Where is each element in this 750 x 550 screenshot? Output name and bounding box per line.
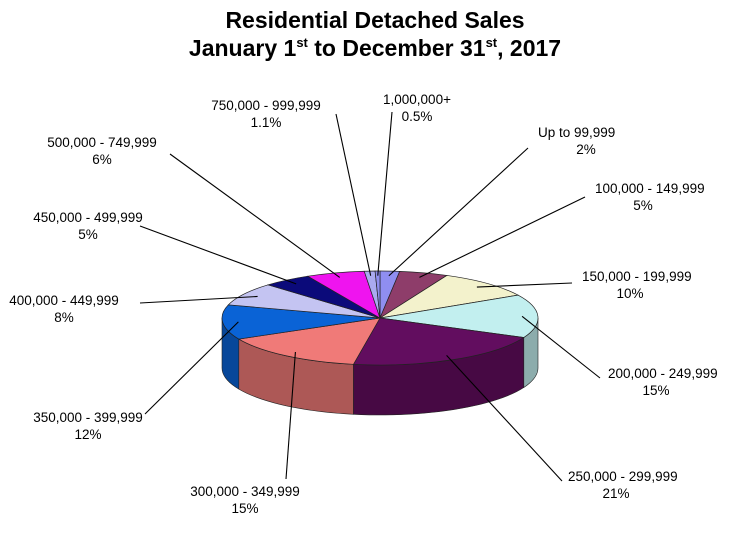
slice-percent-1: 2%	[576, 142, 596, 157]
pie-slice-6	[237, 317, 381, 365]
slice-percent-8: 8%	[54, 310, 74, 325]
leader-line-4	[521, 315, 601, 379]
pie-labels: Up to 99,999 2% 100,000 - 149,999 5% 150,000…	[9, 92, 717, 516]
slice-range-6: 300,000 - 349,999	[190, 484, 300, 499]
slice-range-9: 450,000 - 499,999	[33, 210, 143, 225]
chart-title: Residential Detached Sales January 1st t…	[0, 6, 750, 62]
pie-side-walls	[221, 317, 539, 416]
chart-title-line2: January 1st to December 31st, 2017	[0, 34, 750, 62]
slice-label-6: 300,000 - 349,999 15%	[190, 484, 300, 516]
leader-line-3	[476, 282, 573, 288]
slice-label-2: 100,000 - 149,999 5%	[595, 181, 705, 213]
chart-title-line1: Residential Detached Sales	[225, 7, 525, 33]
title-sup-1: st	[296, 35, 308, 50]
slice-percent-4: 15%	[642, 383, 669, 398]
slice-percent-5: 21%	[602, 486, 629, 501]
slice-label-5: 250,000 - 299,999 21%	[568, 469, 678, 501]
leader-line-5	[446, 355, 563, 482]
pie-slice-12	[374, 270, 381, 319]
slice-percent-3: 10%	[616, 286, 643, 301]
pie-slice-5	[352, 317, 525, 366]
pie-slice-3	[379, 275, 520, 319]
slice-range-4: 200,000 - 249,999	[608, 366, 718, 381]
title-sup-2: st	[485, 35, 498, 50]
slice-range-3: 150,000 - 199,999	[582, 269, 692, 284]
title-part-2: to December 31	[307, 35, 486, 61]
slice-label-11: 750,000 - 999,999 1.1%	[211, 98, 321, 130]
slice-percent-11: 1.1%	[251, 115, 282, 130]
leader-line-10	[169, 153, 341, 278]
pie-slice-4	[379, 294, 539, 338]
pie-slice-7	[221, 304, 381, 340]
slice-label-9: 450,000 - 499,999 5%	[33, 210, 143, 242]
slice-label-10: 500,000 - 749,999 6%	[47, 135, 157, 167]
slice-label-4: 200,000 - 249,999 15%	[608, 366, 718, 398]
title-part-1: January 1	[188, 35, 297, 61]
pie-top-slices	[221, 270, 539, 366]
slice-range-2: 100,000 - 149,999	[595, 181, 705, 196]
slice-percent-12: 0.5%	[402, 109, 433, 124]
slice-label-3: 150,000 - 199,999 10%	[582, 269, 692, 301]
slice-percent-2: 5%	[633, 198, 653, 213]
slice-percent-6: 15%	[231, 501, 258, 516]
title-part-3: , 2017	[497, 35, 562, 61]
slice-label-12: 1,000,000+ 0.5%	[383, 92, 451, 124]
slice-range-12: 1,000,000+	[383, 92, 451, 107]
slice-percent-10: 6%	[92, 152, 112, 167]
leader-line-6	[285, 351, 296, 480]
leader-line-11	[335, 113, 372, 276]
leader-line-7	[144, 321, 239, 415]
slice-percent-7: 12%	[74, 427, 101, 442]
slice-range-1: Up to 99,999	[538, 125, 615, 140]
slice-label-8: 400,000 - 449,999 8%	[9, 293, 119, 325]
slice-range-5: 250,000 - 299,999	[568, 469, 678, 484]
slice-range-7: 350,000 - 399,999	[33, 410, 143, 425]
slice-range-8: 400,000 - 449,999	[9, 293, 119, 308]
slice-label-7: 350,000 - 399,999 12%	[33, 410, 143, 442]
leader-line-9	[139, 225, 297, 285]
slice-range-10: 500,000 - 749,999	[47, 135, 157, 150]
slice-percent-9: 5%	[78, 227, 98, 242]
leader-line-12	[377, 111, 393, 276]
slice-label-1: Up to 99,999 2%	[538, 125, 615, 157]
leader-line-8	[139, 295, 258, 304]
slice-range-11: 750,000 - 999,999	[211, 98, 321, 113]
leader-line-2	[419, 196, 586, 278]
leader-line-1	[388, 147, 529, 277]
